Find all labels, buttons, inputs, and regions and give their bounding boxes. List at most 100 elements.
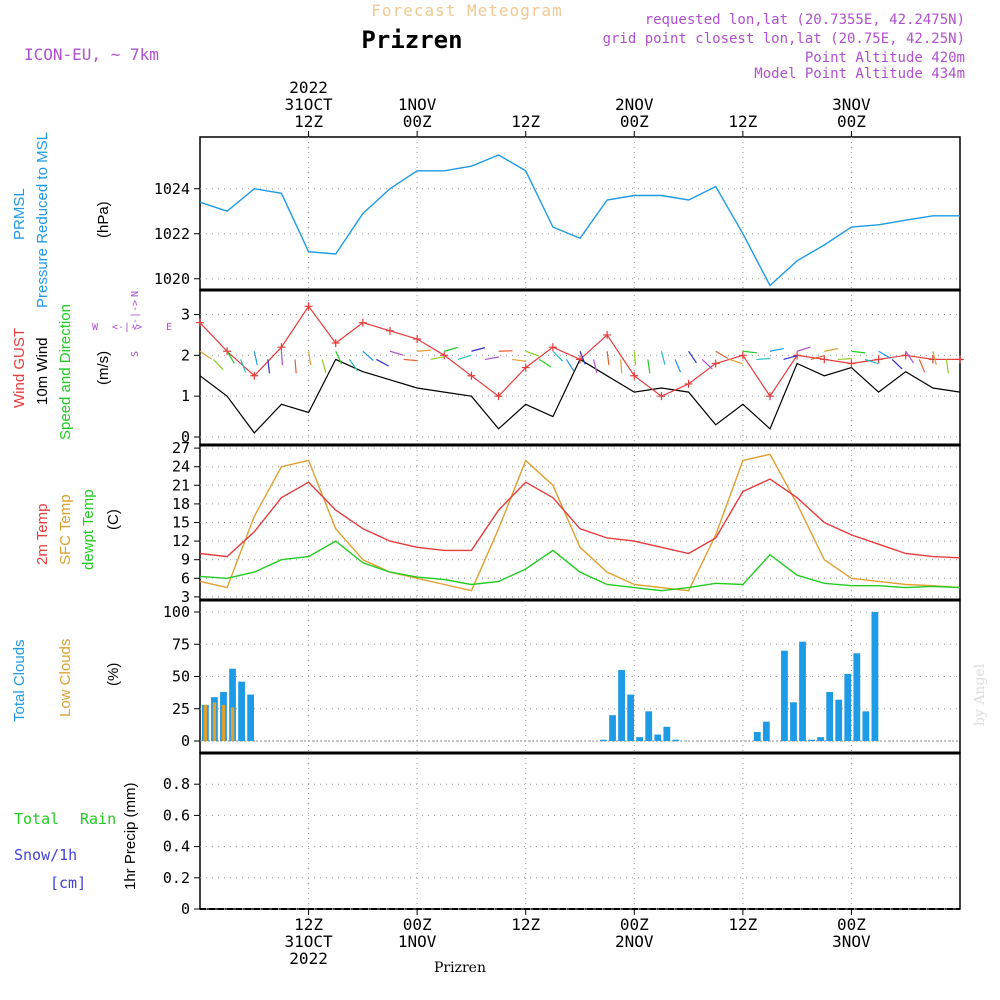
pressure-unit: (hPa) <box>95 201 112 238</box>
y-tick-label-wind-2: 2 <box>181 346 190 364</box>
panel-frame-precip <box>199 752 961 910</box>
cloud-bar-total-8 <box>618 670 625 741</box>
series-line-prmsl <box>199 154 960 287</box>
wind-arrow-705 <box>837 358 852 361</box>
bottom-time-label-4-0: 12Z <box>728 915 757 934</box>
wind-arrow-300 <box>471 347 486 352</box>
temp-unit: (C) <box>105 509 122 530</box>
wind-arrow-75 <box>267 359 271 374</box>
cloud-bar-total-22 <box>799 641 806 741</box>
cloud-bar-total-23 <box>808 739 815 741</box>
wind-arrow-825 <box>945 359 949 374</box>
wind-arrow-30 <box>226 350 235 364</box>
gust-marker-22 <box>793 351 802 360</box>
cloud-bar-total-9 <box>627 694 635 741</box>
gust-marker-18 <box>684 379 693 388</box>
product-title: Forecast Meteogram <box>371 1 562 20</box>
wind-arrow-150 <box>335 350 343 365</box>
top-time-label-0-0: 2022 <box>289 78 328 97</box>
cloud-bar-total-14 <box>672 739 680 741</box>
gust-marker-25 <box>874 355 883 364</box>
bottom-time-label-0-0: 12Z <box>294 915 323 934</box>
y-tick-label-precip-2: 0.4 <box>163 838 190 856</box>
pressure-labels: PRMSL Pressure Reduced to MSL (hPa) <box>11 132 112 308</box>
y-tick-label-precip-1: 0.2 <box>163 869 190 887</box>
wind-arrow-600 <box>742 350 757 354</box>
cloud-bar-total-3 <box>229 668 236 741</box>
y-tick-label-clouds-3: 75 <box>172 635 190 653</box>
top-time-label-3-1: 00Z <box>620 112 649 131</box>
cloud-bar-total-24 <box>817 737 825 741</box>
wind-arrow-480 <box>633 351 637 366</box>
wind-arrow-315 <box>484 356 499 361</box>
wind-arrow-720 <box>851 350 866 354</box>
wind-arrow-615 <box>756 357 771 361</box>
wind-arrow-660 <box>796 346 811 352</box>
cloud-bar-total-4 <box>238 681 245 741</box>
model-label: ICON-EU, ~ 7km <box>24 45 159 64</box>
gust-marker-24 <box>847 359 856 368</box>
top-time-label-0-2: 12Z <box>294 112 323 131</box>
top-time-label-3-0: 2NOV <box>615 95 654 114</box>
cloud-bar-total-12 <box>654 734 662 741</box>
rain-label-total: Total <box>14 810 59 828</box>
bottom-time-label-0-2: 2022 <box>289 949 328 968</box>
cloud-labels: Total Clouds Low Clouds (%) <box>11 639 122 722</box>
y-tick-label-wind-1: 1 <box>181 387 190 405</box>
wind-arrow-540 <box>688 350 697 364</box>
gust-marker-20 <box>738 351 747 360</box>
credit-watermark: by Angel <box>972 663 988 726</box>
y-tick-label-temp-5: 18 <box>172 495 190 513</box>
top-time-label-2-0: 12Z <box>511 112 540 131</box>
bottom-time-label-2-0: 12Z <box>511 915 540 934</box>
wind-arrow-555 <box>701 358 713 370</box>
cloud-bar-total-5 <box>247 694 255 741</box>
compass-w: W <box>92 322 99 333</box>
top-time-label-1-1: 00Z <box>403 112 432 131</box>
bottom-time-label-5-0: 00Z <box>837 915 866 934</box>
wind-arrow-405 <box>565 359 575 372</box>
cloud-bar-total-7 <box>609 715 616 741</box>
wind-arrow-210 <box>389 350 404 356</box>
bottom-time-label-5-1: 3NOV <box>832 932 871 951</box>
wind-arrow-15 <box>213 359 224 371</box>
wind-arrow-585 <box>729 358 743 365</box>
bottom-time-label-3-1: 2NOV <box>615 932 654 951</box>
gust-marker-11 <box>494 392 503 401</box>
gust-marker-28 <box>956 355 964 364</box>
y-tick-label-temp-0: 3 <box>181 588 190 606</box>
cloud-bar-total-30 <box>871 612 879 741</box>
wind-arrow-45 <box>240 359 247 373</box>
wind-arrow-0 <box>199 350 212 360</box>
wind-arrow-360 <box>525 350 540 357</box>
cloud-bar-total-6 <box>600 739 607 741</box>
wind-arrow-750 <box>878 350 891 359</box>
bottom-time-label-1-0: 00Z <box>403 915 432 934</box>
temp-label-1: 2m Temp <box>34 504 51 565</box>
cloud-bar-total-21 <box>790 702 797 741</box>
cloud-bar-total-28 <box>853 653 861 741</box>
wind-arrow-675 <box>810 355 825 360</box>
y-tick-label-temp-3: 12 <box>172 532 190 550</box>
cloud-label-2: Low Clouds <box>57 639 74 717</box>
cloud-unit: (%) <box>105 663 122 686</box>
y-tick-label-precip-4: 0.8 <box>163 775 190 793</box>
wind-unit: (m/s) <box>95 351 112 385</box>
bottom-time-label-0-1: 31OCT <box>284 932 333 951</box>
wind-arrow-270 <box>444 346 458 352</box>
y-tick-label-temp-4: 15 <box>172 514 190 532</box>
y-tick-label-wind-3: 3 <box>181 306 190 324</box>
gust-marker-23 <box>820 355 829 364</box>
wind-arrow-420 <box>579 351 586 365</box>
y-tick-label-temp-7: 24 <box>172 458 190 476</box>
top-time-label-4-0: 12Z <box>728 112 757 131</box>
wind-arrow-180 <box>362 350 374 362</box>
point-altitude: Point Altitude 420m <box>805 50 965 66</box>
cloud-bar-total-25 <box>826 691 834 741</box>
y-tick-label-clouds-2: 50 <box>172 668 190 686</box>
top-time-label-1-0: 1NOV <box>398 95 437 114</box>
place-title: Prizren <box>361 26 462 54</box>
temp-label-3: dewpt Temp <box>80 489 97 570</box>
y-tick-label-wind-0: 0 <box>181 428 190 446</box>
